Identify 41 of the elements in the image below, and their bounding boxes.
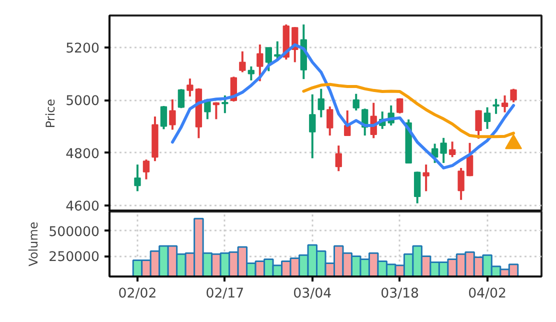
candlestick xyxy=(466,142,474,178)
y-tick-label: 500000 xyxy=(48,224,100,240)
candlestick xyxy=(335,144,342,172)
candlestick xyxy=(318,88,324,118)
candlestick xyxy=(212,101,220,120)
candlestick xyxy=(458,166,464,201)
candlestick xyxy=(265,46,272,72)
candlestick xyxy=(309,93,316,160)
candlestick xyxy=(134,164,141,192)
y-axis-title: Price xyxy=(44,98,58,128)
candlestick xyxy=(169,98,176,131)
x-tick-label: 02/02 xyxy=(118,286,157,302)
candlestick xyxy=(510,88,517,104)
candlestick xyxy=(186,78,194,98)
candlestick xyxy=(352,92,360,112)
y-axis-title: Volume xyxy=(26,222,41,266)
x-tick-label: 02/17 xyxy=(206,286,244,302)
candlestick xyxy=(475,109,482,140)
y-tick-label: 4800 xyxy=(66,146,100,162)
candlestick xyxy=(484,106,491,130)
candlestick xyxy=(178,88,185,110)
candlestick xyxy=(142,158,150,180)
x-tick-label: 03/18 xyxy=(380,286,420,302)
candlestick xyxy=(440,136,447,164)
y-tick-label: 4600 xyxy=(66,200,100,215)
y-tick-label: 5200 xyxy=(66,41,100,56)
candlestick xyxy=(448,140,456,158)
candlestick xyxy=(248,65,255,82)
y-tick-label: 5000 xyxy=(66,94,100,110)
candlestick xyxy=(326,106,334,137)
candlestick xyxy=(501,94,508,114)
candlestick xyxy=(160,104,168,130)
candlestick xyxy=(396,97,404,114)
x-tick-label: 04/02 xyxy=(468,286,506,302)
x-tick-label: 03/04 xyxy=(293,286,332,302)
candlestick xyxy=(422,164,430,192)
candlestick xyxy=(222,94,228,114)
candlestick xyxy=(492,98,500,115)
y-tick-label: 250000 xyxy=(48,250,100,266)
candlestick xyxy=(239,50,246,74)
candlestick xyxy=(256,44,264,82)
